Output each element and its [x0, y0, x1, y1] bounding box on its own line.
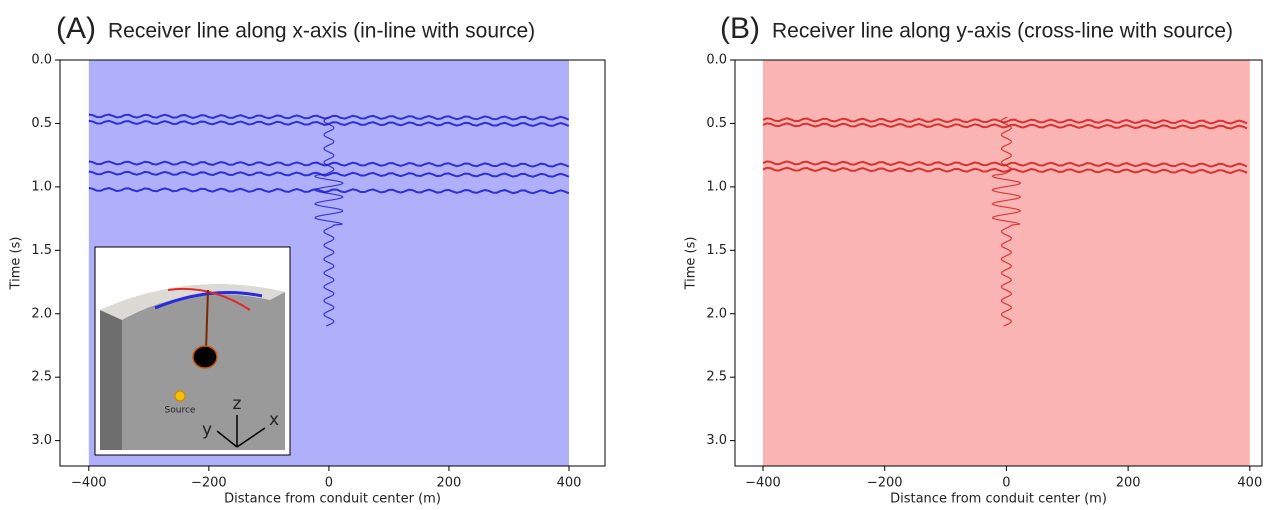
y-tick-label: 1.0 [31, 179, 52, 194]
center-wiggle [313, 116, 344, 327]
inset-blue-line [154, 290, 263, 310]
panel-label: (B) [720, 12, 760, 45]
x-tick-label: 400 [557, 476, 582, 491]
y-tick-label: 0.0 [31, 53, 52, 68]
panel-label: (A) [56, 12, 96, 45]
y-tick-label: 1.5 [31, 243, 52, 258]
x-tick-label: −200 [867, 476, 903, 491]
arrival [762, 122, 1248, 130]
y-axis-label: Time (s) [9, 237, 24, 291]
x-axis-label: Distance from conduit center (m) [224, 492, 441, 507]
x-tick-label: −200 [191, 476, 227, 491]
y-tick-label: 0.5 [31, 116, 52, 131]
axes-frame [59, 59, 606, 467]
chart-title: Receiver line along x-axis (in-line with… [108, 20, 535, 43]
inset-conduit [205, 289, 209, 351]
y-tick-label: 2.5 [706, 370, 727, 385]
y-tick-label: 3.0 [31, 433, 52, 448]
inset-chamber [192, 345, 218, 369]
y-tick-label: 1.5 [706, 243, 727, 258]
y-tick-label: 1.0 [706, 179, 727, 194]
y-tick-label: 2.0 [31, 306, 52, 321]
chart-title: Receiver line along y-axis (cross-line w… [772, 20, 1233, 43]
y-tick-label: 0.0 [706, 53, 727, 68]
x-tick-label: 200 [437, 476, 462, 491]
inset-source-label: Source [165, 406, 196, 416]
inset-axis-label: z [233, 394, 242, 414]
y-tick-label: 2.5 [31, 370, 52, 385]
arrival [88, 160, 570, 168]
inset-source [174, 390, 186, 402]
inset-axes [216, 415, 266, 448]
axes-frame [734, 59, 1263, 467]
inset-axis-label: x [269, 410, 279, 430]
center-wiggle [991, 116, 1022, 327]
x-tick-label: −400 [71, 476, 107, 491]
y-axis-label: Time (s) [684, 237, 699, 291]
arrival [88, 170, 570, 178]
x-tick-label: 400 [1237, 476, 1262, 491]
inset-block [100, 284, 285, 450]
y-tick-label: 2.0 [706, 306, 727, 321]
y-tick-label: 3.0 [706, 433, 727, 448]
y-tick-label: 0.5 [706, 116, 727, 131]
x-axis-label: Distance from conduit center (m) [890, 492, 1107, 507]
arrival [88, 187, 570, 195]
inset-side [100, 310, 122, 450]
arrival [762, 166, 1248, 174]
x-tick-label: 200 [1116, 476, 1141, 491]
inset-axis-label: y [202, 420, 212, 440]
inset: Source z y x [94, 246, 291, 456]
arrival [762, 117, 1248, 125]
x-tick-label: −400 [745, 476, 781, 491]
x-tick-label: 0 [1002, 476, 1010, 491]
x-tick-label: 0 [325, 476, 333, 491]
inset-red-line [167, 287, 251, 311]
